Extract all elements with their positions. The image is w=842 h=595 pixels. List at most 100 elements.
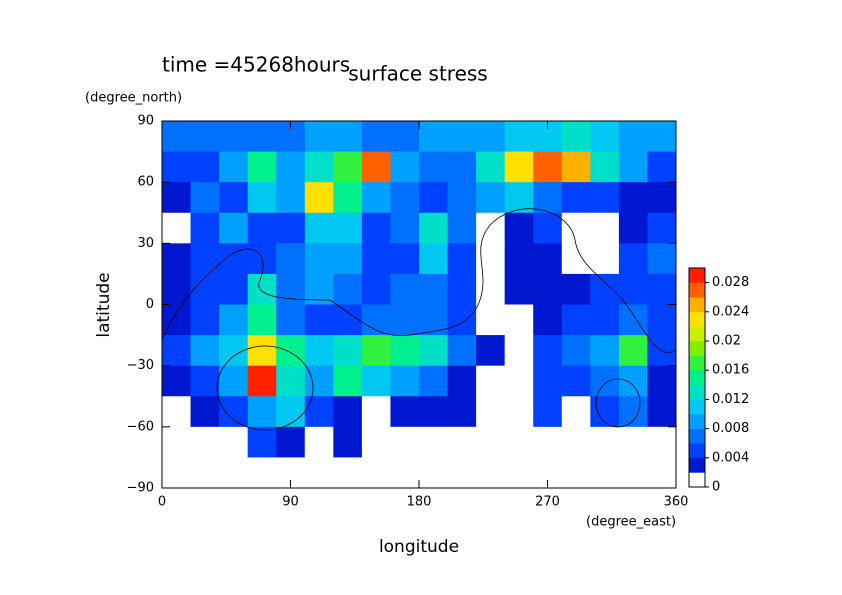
cell	[276, 273, 306, 305]
y-tick-label: 0	[146, 297, 154, 312]
cell	[447, 182, 477, 214]
cell	[590, 365, 620, 397]
x-tick-label: 270	[535, 495, 560, 510]
x-unit: (degree_east)	[586, 515, 676, 530]
cell	[618, 243, 648, 275]
cell	[361, 212, 391, 244]
cell	[219, 365, 249, 397]
cell	[419, 426, 449, 458]
colorbar-segment	[689, 370, 705, 386]
cell	[361, 243, 391, 275]
cell	[361, 457, 391, 489]
cell	[618, 151, 648, 183]
cell	[618, 121, 648, 153]
cell	[304, 457, 334, 489]
cell	[590, 335, 620, 367]
cell	[276, 243, 306, 275]
cell	[561, 426, 591, 458]
cell	[647, 151, 677, 183]
cell	[390, 151, 420, 183]
cell	[219, 151, 249, 183]
cell	[419, 212, 449, 244]
cell	[190, 396, 220, 428]
cell	[504, 396, 534, 428]
cell	[504, 457, 534, 489]
cell	[447, 426, 477, 458]
cell	[190, 365, 220, 397]
cell	[419, 304, 449, 336]
cell	[504, 273, 534, 305]
cell	[361, 304, 391, 336]
cell	[276, 182, 306, 214]
cell	[590, 212, 620, 244]
cell	[618, 396, 648, 428]
cell	[333, 335, 363, 367]
cell	[390, 426, 420, 458]
cell	[162, 212, 192, 244]
cell	[533, 365, 563, 397]
cell	[533, 335, 563, 367]
cell	[504, 365, 534, 397]
cell	[247, 151, 277, 183]
cell	[647, 212, 677, 244]
cell	[276, 304, 306, 336]
cell	[447, 457, 477, 489]
cell	[618, 212, 648, 244]
y-tick-label: −60	[127, 419, 154, 434]
coastline	[595, 378, 641, 428]
cell	[390, 273, 420, 305]
cell	[618, 457, 648, 489]
cell	[504, 182, 534, 214]
cell	[333, 182, 363, 214]
cell	[333, 396, 363, 428]
cell	[476, 121, 506, 153]
y-tick-label: 90	[137, 114, 154, 129]
cell	[533, 426, 563, 458]
cell	[361, 121, 391, 153]
cell	[561, 151, 591, 183]
cell	[361, 365, 391, 397]
cell	[561, 335, 591, 367]
cell	[361, 335, 391, 367]
cell	[390, 121, 420, 153]
cell	[447, 304, 477, 336]
cell	[304, 304, 334, 336]
cell	[276, 151, 306, 183]
cell	[219, 457, 249, 489]
cell	[390, 182, 420, 214]
y-tick-label: 60	[137, 175, 154, 190]
cell	[476, 335, 506, 367]
coastline	[161, 208, 677, 353]
cell	[419, 121, 449, 153]
cell	[276, 335, 306, 367]
cell	[561, 304, 591, 336]
colorbar-frame	[688, 267, 706, 488]
cell	[162, 396, 192, 428]
y-tick-label: −30	[127, 358, 154, 373]
cell	[447, 121, 477, 153]
cell	[219, 212, 249, 244]
cell	[476, 273, 506, 305]
x-tick-label: 90	[282, 495, 299, 510]
cell	[504, 335, 534, 367]
cell	[447, 212, 477, 244]
cell	[247, 304, 277, 336]
colorbar-segment	[689, 472, 705, 488]
cell	[190, 151, 220, 183]
field	[162, 121, 677, 489]
cell	[333, 243, 363, 275]
colorbar-segment	[689, 428, 705, 444]
cell	[190, 212, 220, 244]
cell	[219, 335, 249, 367]
cell	[390, 212, 420, 244]
cell	[476, 182, 506, 214]
cell	[162, 335, 192, 367]
cell	[190, 426, 220, 458]
cell	[590, 243, 620, 275]
cell	[276, 396, 306, 428]
cell	[162, 243, 192, 275]
colorbar-segment	[689, 355, 705, 371]
cell	[590, 304, 620, 336]
cell	[333, 365, 363, 397]
